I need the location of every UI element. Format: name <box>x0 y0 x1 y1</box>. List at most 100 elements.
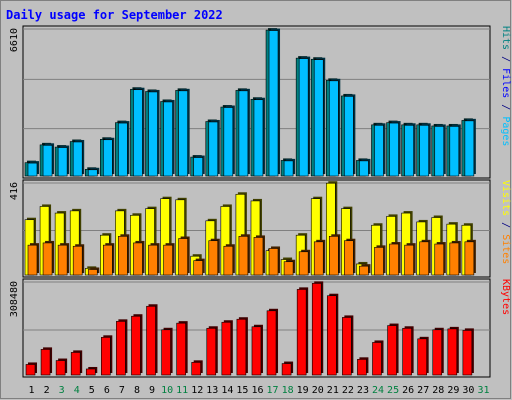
panel-kbytes: 308480 KBytes <box>9 278 511 378</box>
bar-visits-sites-sites-day-17-face <box>268 248 279 276</box>
bar-kbytes-kbytes-day-28-face <box>432 329 443 376</box>
x-tick-label: 16 <box>251 385 263 396</box>
bar-visits-sites-sites-day-13-face <box>208 240 219 276</box>
bar-visits-sites-sites-day-24-face <box>374 247 384 276</box>
bar-kbytes-kbytes-day-14 <box>221 320 233 376</box>
bar-kbytes-kbytes-day-20-face <box>311 283 322 376</box>
bar-kbytes-kbytes-day-25-face <box>387 325 397 376</box>
x-tick-label: 23 <box>357 385 369 396</box>
x-tick-label: 20 <box>312 385 324 396</box>
bar-hits-files-files-day-10-face <box>163 101 173 177</box>
x-tick-label: 19 <box>297 385 309 396</box>
bar-hits-files-files-day-16 <box>253 97 265 177</box>
bar-kbytes-kbytes-day-22-face <box>342 317 352 376</box>
bar-visits-sites-sites-day-14-face <box>223 245 234 276</box>
bar-hits-files-files-day-17-face <box>268 30 279 177</box>
panel-kbytes-max-label: 308480 <box>9 281 20 317</box>
bar-visits-sites-sites-day-4 <box>72 244 85 276</box>
bar-hits-files-files-day-26-face <box>404 124 414 177</box>
bar-kbytes-kbytes-day-10 <box>161 327 173 376</box>
bar-kbytes-kbytes-day-4 <box>70 350 83 376</box>
x-tick-label: 7 <box>119 385 125 396</box>
bar-visits-sites-sites-day-25-face <box>389 243 399 276</box>
bar-visits-sites-sites-day-21 <box>328 234 341 276</box>
panel-hits-files: 6610 Hits / Files / Pages <box>9 25 511 179</box>
legend--label: / <box>500 98 511 116</box>
bar-hits-files-files-day-22-face <box>344 96 354 177</box>
bar-hits-files-files-day-1 <box>27 161 39 177</box>
bar-hits-files-files-day-20-face <box>313 59 324 177</box>
x-tick-label: 25 <box>387 385 399 396</box>
bar-visits-sites-sites-day-16-face <box>253 237 264 276</box>
bar-kbytes-kbytes-day-30-face <box>462 330 473 376</box>
bar-hits-files-files-day-27-face <box>419 124 429 177</box>
bar-visits-sites-sites-day-25 <box>389 242 401 276</box>
bar-hits-files-files-day-6 <box>103 137 115 177</box>
bar-kbytes-kbytes-day-26-face <box>402 327 412 376</box>
bar-hits-files-files-day-25-face <box>389 122 399 177</box>
bar-kbytes-kbytes-day-9 <box>146 304 158 376</box>
legend-sites-label: Sites <box>500 234 511 264</box>
bar-kbytes-kbytes-day-5 <box>85 366 98 376</box>
bar-visits-sites-sites-day-6-face <box>103 244 113 276</box>
bar-visits-sites-sites-day-29 <box>449 240 461 276</box>
bar-visits-sites-sites-day-10 <box>163 243 175 276</box>
bar-kbytes-kbytes-day-15 <box>236 317 248 376</box>
bar-hits-files-files-day-21-face <box>328 80 339 177</box>
bar-visits-sites-sites-day-22-face <box>344 240 354 276</box>
bar-kbytes-kbytes-day-16 <box>251 324 263 376</box>
bar-visits-sites-sites-day-28 <box>434 242 446 276</box>
bar-visits-sites-sites-day-30-face <box>464 241 475 276</box>
bar-visits-sites-sites-day-5 <box>87 267 100 276</box>
bar-visits-sites-sites-day-1-face <box>27 244 38 276</box>
bar-kbytes-kbytes-day-2 <box>40 347 53 376</box>
bar-hits-files-files-day-17 <box>268 28 281 177</box>
legend--label: / <box>500 50 511 68</box>
bar-hits-files-files-day-12-face <box>193 157 204 177</box>
bar-visits-sites-sites-day-30 <box>464 239 476 276</box>
panel-hits-files-max-label: 6610 <box>9 28 20 52</box>
bar-kbytes-kbytes-day-21-face <box>326 295 337 376</box>
bar-visits-sites-sites-day-2 <box>42 240 55 276</box>
bar-kbytes-kbytes-day-8 <box>131 314 143 376</box>
x-tick-label: 31 <box>477 385 489 396</box>
bar-visits-sites-sites-day-3 <box>57 243 70 276</box>
panel-hits-files-legend: Hits / Files / Pages <box>500 26 511 146</box>
x-tick-label: 24 <box>372 385 384 396</box>
bar-kbytes-kbytes-day-7-face <box>116 321 126 376</box>
bar-kbytes-kbytes-day-25 <box>387 323 399 376</box>
bar-hits-files-files-day-18 <box>283 158 296 177</box>
bar-visits-sites-sites-day-15-face <box>238 235 249 276</box>
bar-hits-files-files-day-13-face <box>208 121 219 177</box>
legend--label: / <box>500 216 511 234</box>
bar-visits-sites-sites-day-27 <box>419 239 431 276</box>
bar-kbytes-kbytes-day-3 <box>55 358 68 376</box>
bar-kbytes-kbytes-day-26 <box>402 326 414 376</box>
bar-hits-files-files-day-26 <box>404 123 416 177</box>
legend-kbytes-label: KBytes <box>500 279 511 315</box>
bar-hits-files-files-day-1-face <box>27 162 38 177</box>
bar-visits-sites-sites-day-9 <box>148 243 160 276</box>
bar-kbytes-kbytes-day-21 <box>326 293 339 376</box>
bar-visits-sites-sites-day-27-face <box>419 241 429 276</box>
bar-hits-files-files-day-30 <box>464 118 476 177</box>
bar-visits-sites-sites-day-6 <box>103 243 115 276</box>
x-tick-label: 9 <box>149 385 155 396</box>
bar-visits-sites-sites-day-20-face <box>313 241 324 276</box>
bar-hits-files-files-day-15-face <box>238 90 249 177</box>
x-tick-label: 27 <box>417 385 429 396</box>
bar-kbytes-kbytes-day-11 <box>176 321 188 376</box>
bar-hits-files-files-day-12 <box>193 155 205 177</box>
panel-visits-sites-max-label: 416 <box>9 182 20 200</box>
bar-kbytes-kbytes-day-18 <box>281 361 294 376</box>
x-tick-label: 30 <box>462 385 474 396</box>
x-tick-label: 3 <box>59 385 65 396</box>
x-tick-label: 2 <box>44 385 50 396</box>
bar-kbytes-kbytes-day-8-face <box>131 315 141 376</box>
bar-kbytes-kbytes-day-22 <box>342 315 354 376</box>
bar-kbytes-kbytes-day-19-face <box>296 289 307 376</box>
bar-hits-files-files-day-24 <box>374 123 386 177</box>
bar-visits-sites-sites-day-24 <box>374 245 386 276</box>
bar-visits-sites-sites-day-15 <box>238 234 250 276</box>
